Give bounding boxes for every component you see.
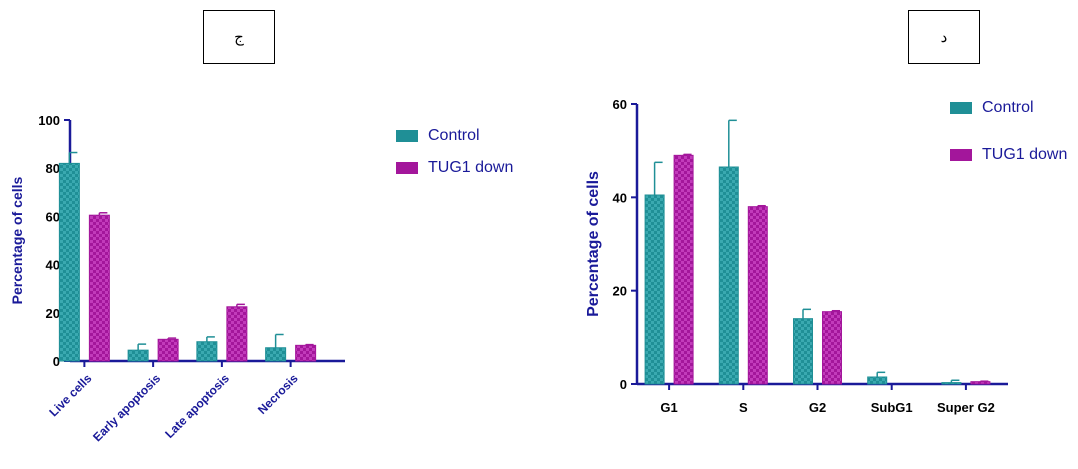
bar: [822, 311, 842, 385]
legend-swatch-tug1: [396, 162, 418, 174]
x-tick-label: G2: [809, 400, 826, 415]
x-tick-label: Super G2: [937, 400, 995, 415]
y-axis-title: Percentage of cells: [585, 171, 602, 317]
bar: [941, 382, 962, 385]
bar: [644, 194, 665, 385]
panel-tag-right: د: [908, 10, 980, 64]
bar: [747, 206, 768, 385]
x-tick-label: S: [739, 400, 748, 415]
legend-label: Control: [982, 99, 1034, 116]
legend-label: Control: [428, 127, 480, 144]
panel-tag-left-text: ج: [234, 28, 244, 46]
legend-swatch-control: [950, 102, 972, 114]
bar: [196, 341, 218, 362]
y-tick-label: 40: [46, 258, 60, 273]
x-tick-label: SubG1: [871, 400, 913, 415]
bar: [226, 306, 248, 362]
bar: [718, 166, 739, 385]
panel-tag-right-text: د: [940, 28, 948, 46]
chart-apoptosis: 0 20 40 60 80 100 Percentage of cells Live cell…: [9, 113, 345, 444]
y-tick-label: 100: [38, 113, 60, 128]
legend-swatch-tug1: [950, 149, 972, 161]
x-tick-label: Late apoptosis: [162, 371, 232, 441]
y-tick-label: 0: [620, 377, 627, 392]
bar: [157, 338, 179, 362]
x-tick-label: Early apoptosis: [90, 371, 163, 444]
bar: [127, 349, 149, 362]
legend-left-control: Control: [396, 127, 480, 145]
legend-swatch-control: [396, 130, 418, 142]
panel-tag-left: ج: [203, 10, 275, 64]
bar: [265, 347, 287, 362]
legend-left-tug1: TUG1 down: [396, 159, 513, 177]
y-axis-title: Percentage of cells: [9, 176, 25, 304]
x-tick-label: G1: [660, 400, 677, 415]
bar: [867, 376, 888, 385]
bar: [295, 344, 317, 362]
bar: [793, 318, 813, 385]
legend-label: TUG1 down: [428, 159, 514, 176]
y-tick-label: 0: [53, 354, 60, 369]
y-tick-label: 60: [46, 209, 60, 224]
bar: [58, 162, 80, 362]
legend-label: TUG1 down: [982, 146, 1068, 163]
legend-right-tug1: TUG1 down: [950, 146, 1067, 164]
y-tick-label: 20: [613, 284, 627, 299]
legend-right-control: Control: [950, 99, 1034, 117]
x-tick-label: Necrosis: [255, 371, 301, 417]
bar: [673, 154, 694, 385]
y-tick-label: 80: [46, 161, 60, 176]
y-tick-label: 60: [613, 97, 627, 112]
x-tick-label: Live cells: [46, 371, 94, 419]
y-tick-label: 40: [613, 190, 627, 205]
bar: [970, 381, 991, 385]
bar: [88, 214, 110, 362]
y-tick-label: 20: [46, 306, 60, 321]
chart-cell-cycle: 0 20 40 60 Percentage of cells G1 S G2 SubG1 Supe…: [585, 97, 1008, 415]
